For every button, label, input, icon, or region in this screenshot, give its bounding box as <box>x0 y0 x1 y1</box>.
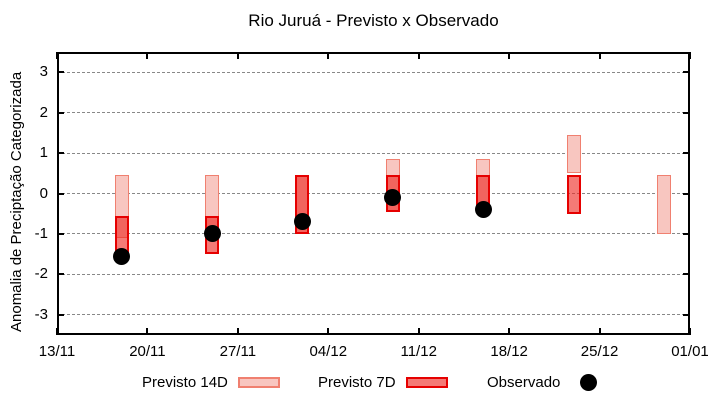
y-tick-mark <box>57 152 64 155</box>
y-tick-mark <box>683 273 690 276</box>
x-tick-label: 18/12 <box>490 343 528 360</box>
y-tick-mark <box>57 192 64 195</box>
x-tick-mark <box>56 52 58 59</box>
y-tick-mark <box>57 273 64 276</box>
legend-swatch-previsto-7d <box>405 376 448 388</box>
x-tick-label: 25/12 <box>580 343 619 360</box>
y-tick-label: -1 <box>34 224 48 242</box>
gridline <box>57 112 690 114</box>
gridline <box>57 193 690 194</box>
x-tick-mark <box>236 52 239 59</box>
observed-dot <box>293 213 311 231</box>
x-tick-mark <box>598 328 601 335</box>
x-tick-mark <box>689 328 691 335</box>
gridline <box>57 152 690 154</box>
chart-title: Rio Juruá - Previsto x Observado <box>248 11 499 30</box>
y-tick-mark <box>57 71 64 74</box>
y-tick-mark <box>683 152 690 155</box>
x-tick-mark <box>146 328 149 335</box>
forecast-14d-bar <box>657 175 672 234</box>
x-tick-label: 20/11 <box>129 343 166 360</box>
x-tick-label: 11/12 <box>400 343 437 360</box>
y-tick-mark <box>683 192 690 195</box>
plot-border <box>57 52 690 335</box>
x-tick-mark <box>417 52 420 59</box>
forecast-14d-bar <box>566 134 581 174</box>
x-tick-mark <box>689 52 691 59</box>
legend-item-previsto-7d: Previsto 7D <box>318 371 448 393</box>
observed-dot <box>113 247 131 265</box>
x-tick-mark <box>327 52 330 59</box>
y-tick-label: -3 <box>34 305 48 323</box>
legend-label-previsto-7d: Previsto 7D <box>318 373 396 391</box>
observed-dot <box>203 225 221 243</box>
legend-observed-dot-icon <box>580 373 598 391</box>
x-tick-mark <box>508 52 511 59</box>
y-tick-mark <box>683 71 690 74</box>
x-tick-mark <box>508 328 511 335</box>
x-tick-mark <box>327 328 330 335</box>
x-tick-label: 01/01 <box>671 343 709 360</box>
observed-dot <box>384 189 402 207</box>
legend-item-previsto-14d: Previsto 14D <box>142 371 280 393</box>
gridline <box>57 273 690 275</box>
gridline <box>57 71 690 73</box>
gridline <box>57 314 690 316</box>
y-tick-label: 2 <box>39 103 48 121</box>
y-tick-label: 1 <box>39 144 48 162</box>
y-tick-mark <box>683 313 690 316</box>
y-tick-mark <box>683 111 690 114</box>
forecast-7d-bar <box>566 175 581 214</box>
x-tick-label: 04/12 <box>309 343 348 360</box>
y-tick-label: 0 <box>39 184 48 202</box>
legend-item-observado: Observado <box>487 371 598 393</box>
x-tick-mark <box>598 52 601 59</box>
observed-dot <box>474 201 492 219</box>
y-tick-label: 3 <box>39 63 48 81</box>
x-tick-mark <box>236 328 239 335</box>
legend-swatch-previsto-14d <box>237 376 280 388</box>
x-tick-mark <box>146 52 149 59</box>
y-tick-mark <box>57 111 64 114</box>
legend-label-previsto-14d: Previsto 14D <box>142 373 228 391</box>
y-tick-mark <box>683 232 690 235</box>
y-tick-label: -2 <box>34 265 48 283</box>
x-tick-mark <box>417 328 420 335</box>
x-tick-mark <box>56 328 58 335</box>
x-tick-label: 27/11 <box>219 343 257 360</box>
y-tick-mark <box>57 313 64 316</box>
y-tick-mark <box>57 232 64 235</box>
gridline <box>57 233 690 235</box>
legend-label-observado: Observado <box>487 373 561 391</box>
x-tick-label: 13/11 <box>38 343 76 360</box>
